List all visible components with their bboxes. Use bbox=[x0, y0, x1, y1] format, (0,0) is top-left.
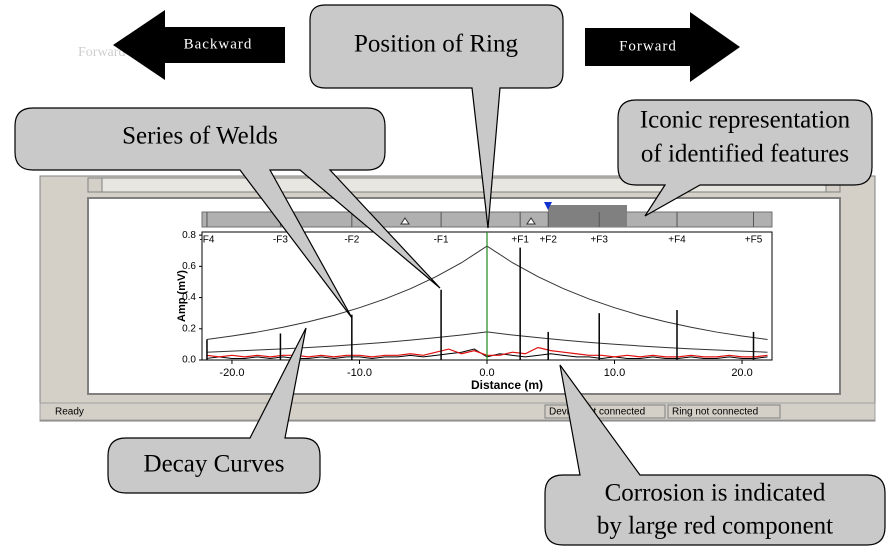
plot: 0.0 0.2 0.4 0.6 0.8 -20.0 -10.0 0.0 10.0 20.0 Amp … bbox=[176, 212, 773, 392]
status-text: Ready bbox=[55, 407, 84, 418]
y-tick-label: 0.6 bbox=[182, 261, 196, 272]
callout bbox=[14, 107, 441, 319]
feature-label: +F3 bbox=[590, 235, 608, 246]
scroll-left-button[interactable] bbox=[87, 177, 103, 193]
y-axis-label: Amp (mV) bbox=[176, 270, 188, 322]
status-text: Ring not connected bbox=[672, 407, 758, 418]
forward-arrow[interactable] bbox=[585, 12, 740, 82]
feature-label: +F5 bbox=[745, 235, 763, 246]
x-tick-label: 0.0 bbox=[479, 367, 494, 379]
status-pane bbox=[667, 404, 781, 419]
callout-text: Corrosion is indicated bbox=[605, 480, 826, 507]
feature-label: -F2 bbox=[344, 235, 359, 246]
callout-text: of identified features bbox=[641, 141, 849, 168]
feature-icon bbox=[526, 217, 536, 225]
y-tick-label: 0.0 bbox=[182, 355, 196, 366]
ring-marker bbox=[544, 202, 552, 210]
y-tick-label: 0.8 bbox=[182, 230, 196, 241]
x-tick-label: 20.0 bbox=[731, 367, 752, 379]
callout-text: Iconic representation bbox=[640, 107, 851, 134]
status-text: Device not connected bbox=[549, 407, 645, 418]
feature-label: +F1 bbox=[511, 235, 529, 246]
feature-label: -F3 bbox=[273, 235, 288, 246]
feature-label: -F4 bbox=[199, 235, 214, 246]
x-tick-label: 10.0 bbox=[604, 367, 625, 379]
callout bbox=[107, 327, 321, 494]
x-tick-label: -10.0 bbox=[347, 367, 372, 379]
feature-label: +F4 bbox=[668, 235, 686, 246]
callout bbox=[309, 4, 564, 229]
y-tick-label: 0.2 bbox=[182, 323, 196, 334]
backward-arrow[interactable] bbox=[113, 10, 285, 80]
x-tick-label: -20.0 bbox=[219, 367, 244, 379]
feature-icon bbox=[400, 217, 410, 225]
backward-label: Backward bbox=[184, 36, 253, 52]
callout-text: by large red component bbox=[597, 513, 833, 540]
ring-icon bbox=[548, 205, 627, 227]
forward-label: Forward bbox=[619, 38, 677, 54]
feature-label: -F1 bbox=[434, 235, 449, 246]
status-pane bbox=[544, 404, 666, 419]
callout-text: Series of Welds bbox=[122, 123, 278, 150]
callout bbox=[617, 99, 873, 217]
status-bar bbox=[39, 402, 876, 421]
callout-text: Position of Ring bbox=[354, 31, 518, 58]
hidden-label: Forward bbox=[78, 45, 125, 60]
callout bbox=[544, 364, 886, 546]
x-axis-label: Distance (m) bbox=[471, 378, 543, 392]
callout-text: Decay Curves bbox=[144, 451, 285, 478]
feature-label: +F2 bbox=[539, 235, 557, 246]
y-tick-label: 0.4 bbox=[182, 292, 196, 303]
